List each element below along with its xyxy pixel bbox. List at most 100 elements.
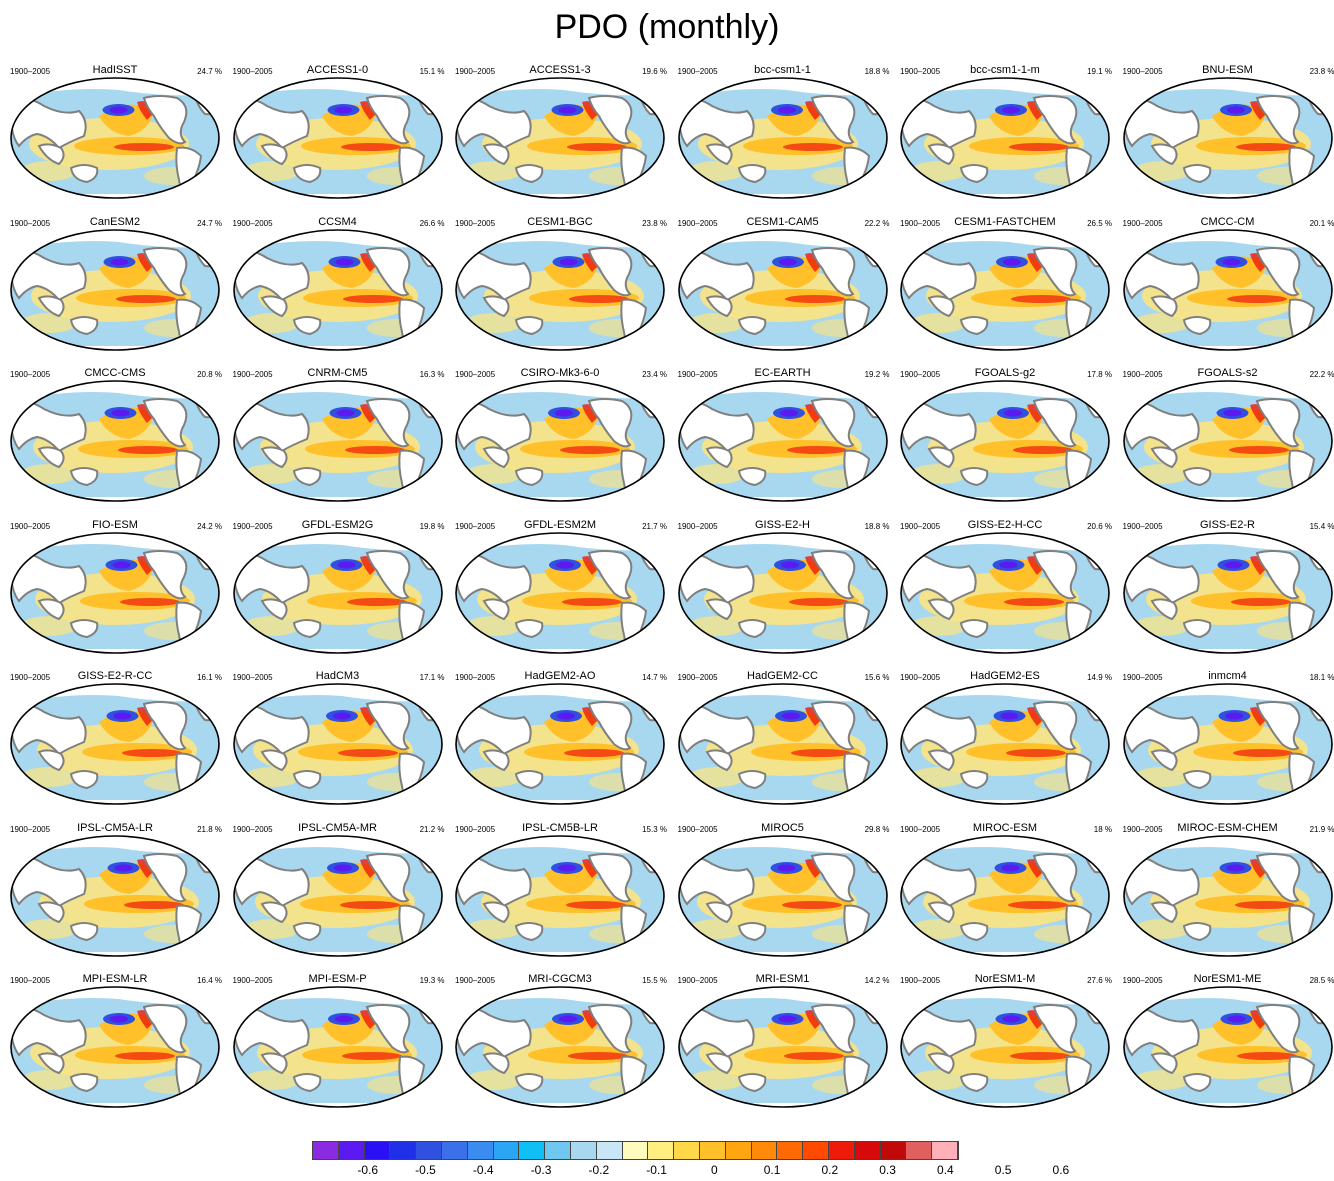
map-panel: 1900–2005 IPSL-CM5A-LR 21.8 % xyxy=(4,816,226,969)
pdo-map xyxy=(455,531,665,654)
colorbar-swatch xyxy=(364,1142,391,1159)
panel-period: 1900–2005 xyxy=(677,976,718,985)
panel-period: 1900–2005 xyxy=(900,521,941,531)
map-panel: 1900–2005 IPSL-CM5A-MR 21.2 % xyxy=(227,816,449,969)
panel-title: CESM1-FASTCHEM xyxy=(954,215,1056,228)
panel-period: 1900–2005 xyxy=(900,824,941,834)
map-panel: 1900–2005 GFDL-ESM2M 21.7 % xyxy=(449,513,671,666)
pdo-map xyxy=(455,228,665,351)
panel-period: 1900–2005 xyxy=(10,521,51,531)
panel-period: 1900–2005 xyxy=(232,67,273,76)
colorbar-swatch xyxy=(622,1142,649,1159)
pdo-map xyxy=(455,986,665,1108)
panel-variance: 23.4 % xyxy=(642,370,667,379)
panel-period: 1900–2005 xyxy=(1122,976,1163,985)
panel-variance: 15.5 % xyxy=(642,976,667,985)
panel-period: 1900–2005 xyxy=(232,370,273,379)
colorbar-swatch xyxy=(570,1142,597,1159)
pdo-map xyxy=(1122,683,1333,805)
pdo-map xyxy=(10,531,220,654)
panel-title: HadGEM2-ES xyxy=(970,670,1040,682)
colorbar-swatch xyxy=(828,1142,855,1159)
panel-variance: 17.8 % xyxy=(1087,370,1112,379)
panel-variance: 14.7 % xyxy=(642,673,667,682)
colorbar-swatch xyxy=(313,1142,339,1159)
map-panel: 1900–2005 bcc-csm1-1 18.8 % xyxy=(672,58,894,211)
map-panel: 1900–2005 HadCM3 17.1 % xyxy=(227,664,449,817)
panel-period: 1900–2005 xyxy=(232,218,273,228)
panel-variance: 26.5 % xyxy=(1087,218,1112,228)
panel-variance: 18.8 % xyxy=(864,521,890,531)
colorbar-tick-label: 0.1 xyxy=(763,1163,781,1177)
panel-title: MPI-ESM-LR xyxy=(82,973,148,985)
map-panel: 1900–2005 NorESM1-M 27.6 % xyxy=(894,967,1116,1120)
colorbar-swatch xyxy=(674,1142,700,1159)
panel-variance: 20.8 % xyxy=(197,370,222,379)
panel-title: CNRM-CM5 xyxy=(307,367,368,379)
pdo-map xyxy=(900,228,1110,351)
pdo-map xyxy=(455,834,665,957)
colorbar-ticks: -0.6 -0.5 -0.4 -0.3 -0.2 -0.1 0 0.1 0.2 0.3 0.4 0.5… xyxy=(312,1163,1069,1177)
colorbar-swatch xyxy=(648,1142,675,1159)
pdo-map xyxy=(455,77,665,199)
panel-period: 1900–2005 xyxy=(677,673,718,682)
map-panel: 1900–2005 EC-EARTH 19.2 % xyxy=(672,361,894,514)
colorbar-swatch xyxy=(493,1142,520,1159)
panel-period: 1900–2005 xyxy=(677,824,718,834)
map-panel: 1900–2005 CMCC-CM 20.1 % xyxy=(1117,210,1334,363)
panel-variance: 16.3 % xyxy=(419,370,445,379)
panel-period: 1900–2005 xyxy=(677,370,718,379)
pdo-map xyxy=(677,986,888,1108)
pdo-map xyxy=(10,380,220,502)
panel-variance: 23.8 % xyxy=(642,218,667,228)
colorbar-swatch xyxy=(596,1142,623,1159)
panel-title: MIROC-ESM-CHEM xyxy=(1177,821,1278,834)
panel-title: CMCC-CM xyxy=(1200,215,1255,228)
panel-title: MPI-ESM-P xyxy=(308,973,367,985)
pdo-map xyxy=(1122,77,1333,199)
panel-variance: 23.8 % xyxy=(1309,67,1334,76)
panel-title: CSIRO-Mk3-6-0 xyxy=(520,367,600,379)
map-panel: 1900–2005 GISS-E2-H 18.8 % xyxy=(672,513,894,666)
colorbar-swatch xyxy=(906,1142,933,1159)
map-panel: 1900–2005 ACCESS1-3 19.6 % xyxy=(449,58,671,211)
panel-period: 1900–2005 xyxy=(10,976,51,985)
colorbar-swatch xyxy=(725,1142,752,1159)
panel-period: 1900–2005 xyxy=(455,673,496,682)
panel-title: FIO-ESM xyxy=(92,518,138,531)
map-panel: 1900–2005 CanESM2 24.7 % xyxy=(4,210,226,363)
pdo-map xyxy=(1122,380,1333,502)
map-panel: 1900–2005 MPI-ESM-P 19.3 % xyxy=(227,967,449,1120)
pdo-map xyxy=(677,834,888,957)
panel-period: 1900–2005 xyxy=(232,673,273,682)
colorbar-swatch xyxy=(932,1142,958,1159)
panel-variance: 15.4 % xyxy=(1309,521,1334,531)
colorbar-swatch xyxy=(854,1142,881,1159)
map-panel-grid: 1900–2005 HadISST 24.7 % 1900–2005 ACCESS1-… xyxy=(4,58,1334,1128)
panel-title: MIROC5 xyxy=(761,821,804,834)
panel-variance: 19.6 % xyxy=(642,67,667,76)
colorbar-swatch xyxy=(338,1142,365,1159)
panel-variance: 14.9 % xyxy=(1087,673,1112,682)
panel-period: 1900–2005 xyxy=(455,521,496,531)
pdo-map xyxy=(10,986,220,1108)
panel-variance: 21.8 % xyxy=(197,824,222,834)
panel-title: EC-EARTH xyxy=(754,367,811,379)
panel-title: NorESM1-M xyxy=(974,973,1036,985)
pdo-map xyxy=(1122,986,1333,1108)
map-panel: 1900–2005 bcc-csm1-1-m 19.1 % xyxy=(894,58,1116,211)
panel-period: 1900–2005 xyxy=(1122,673,1163,682)
map-panel: 1900–2005 GISS-E2-H-CC 20.6 % xyxy=(894,513,1116,666)
panel-title: IPSL-CM5B-LR xyxy=(522,821,598,834)
map-panel: 1900–2005 NorESM1-ME 28.5 % xyxy=(1117,967,1334,1120)
pdo-map xyxy=(677,380,888,502)
panel-period: 1900–2005 xyxy=(455,67,496,76)
panel-title: inmcm4 xyxy=(1208,670,1247,682)
panel-variance: 20.6 % xyxy=(1087,521,1112,531)
colorbar-swatch xyxy=(416,1142,442,1159)
pdo-map xyxy=(10,228,220,351)
pdo-map xyxy=(677,228,888,351)
panel-variance: 18.1 % xyxy=(1309,673,1334,682)
panel-period: 1900–2005 xyxy=(1122,370,1163,379)
colorbar-swatch xyxy=(880,1142,907,1159)
